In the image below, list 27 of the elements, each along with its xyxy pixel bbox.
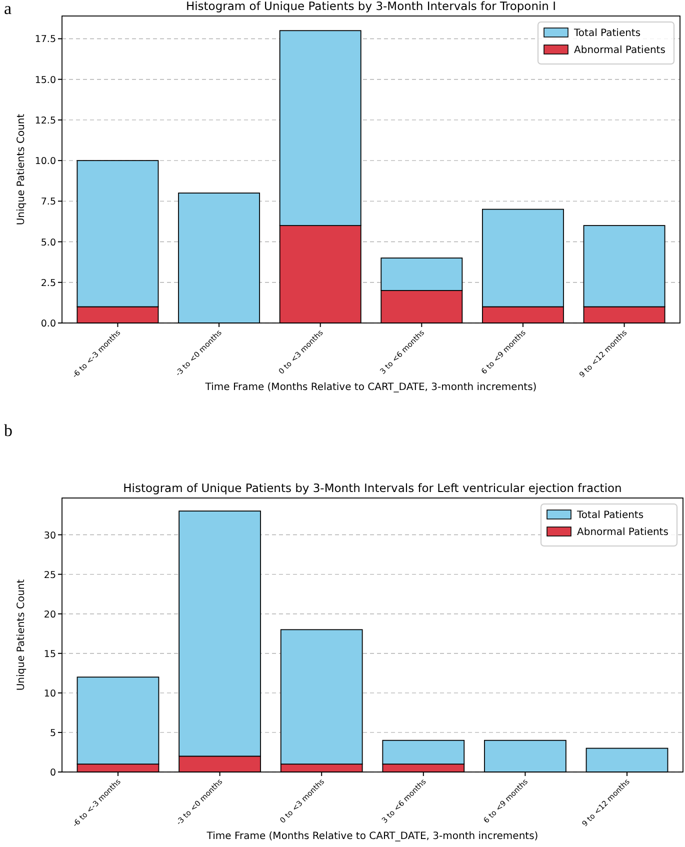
- y-tick-label: 5.0: [40, 237, 56, 248]
- y-tick-label: 0: [50, 768, 56, 778]
- y-tick-label: 15: [44, 648, 56, 660]
- y-tick-label: 2.5: [40, 278, 56, 289]
- text: a: [4, 0, 12, 18]
- y-axis-title: Unique Patients Count: [16, 114, 27, 226]
- legend-label: Total Patients: [576, 510, 644, 521]
- y-tick-label: 25: [44, 570, 56, 581]
- chart-title: Histogram of Unique Patients by 3-Month Intervals for Troponin I: [186, 0, 556, 13]
- text: b: [4, 421, 12, 440]
- y-tick-label: 20: [44, 609, 56, 620]
- y-tick-label: 30: [44, 530, 56, 542]
- legend-label: Abnormal Patients: [577, 527, 668, 538]
- y-tick-label: 0.0: [40, 318, 56, 330]
- y-tick-label: 12.5: [34, 115, 56, 126]
- y-tick-label: 7.5: [40, 196, 56, 208]
- x-axis-title: Time Frame (Months Relative to CART_DATE, 3-month increments): [204, 382, 537, 393]
- x-axis-title: Time Frame (Months Relative to CART_DATE, 3-month increments): [206, 831, 538, 842]
- y-tick-label: 17.5: [34, 34, 56, 46]
- y-tick-label: 10.0: [34, 156, 56, 168]
- legend-label: Total Patients: [573, 28, 641, 39]
- y-tick-label: 5: [50, 728, 56, 739]
- legend-label: Abnormal Patients: [574, 45, 666, 56]
- y-tick-label: 10: [44, 688, 56, 700]
- chart-title: Histogram of Unique Patients by 3-Month Intervals for Left ventricular ejection fraction: [123, 481, 622, 495]
- y-tick-label: 15.0: [34, 74, 56, 86]
- y-axis-title: Unique Patients Count: [16, 579, 27, 691]
